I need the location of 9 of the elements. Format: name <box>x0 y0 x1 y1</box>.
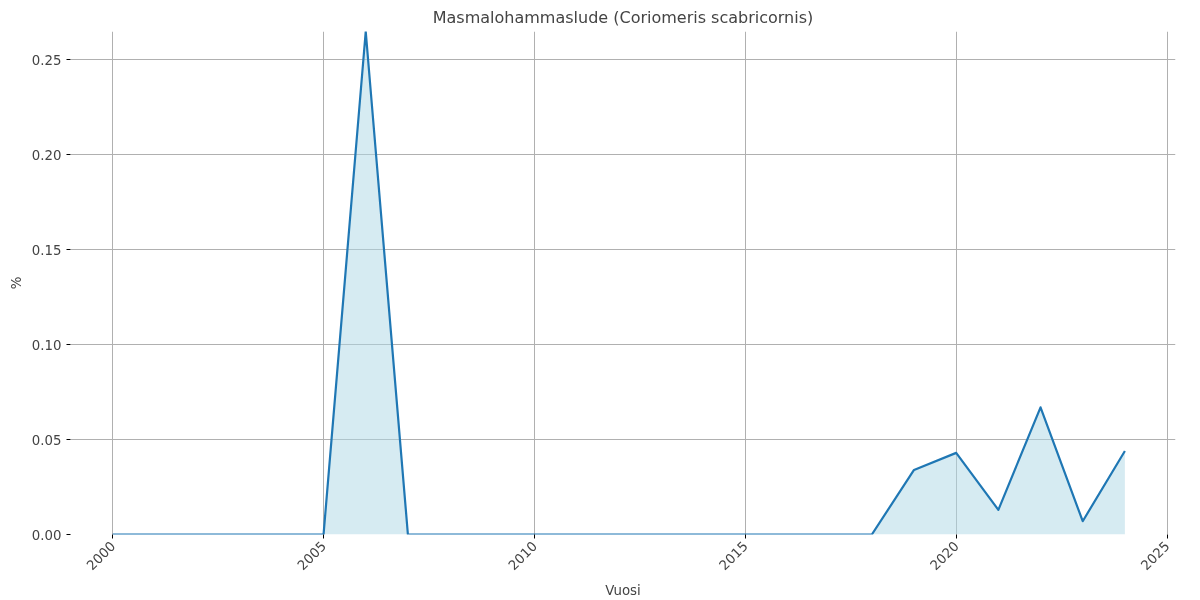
y-tick-label: 0.20 <box>31 147 62 163</box>
y-tick-label: 0.10 <box>31 337 62 353</box>
chart-title: Masmalohammaslude (Coriomeris scabricornis) <box>432 7 814 27</box>
y-tick-label: 0.05 <box>31 432 62 448</box>
x-axis-title: Vuosi <box>605 582 641 598</box>
y-tick-label: 0.25 <box>31 52 62 68</box>
y-tick-label: 0.15 <box>31 242 62 258</box>
y-axis-title: % <box>8 276 24 290</box>
y-tick-label: 0.00 <box>31 527 62 543</box>
